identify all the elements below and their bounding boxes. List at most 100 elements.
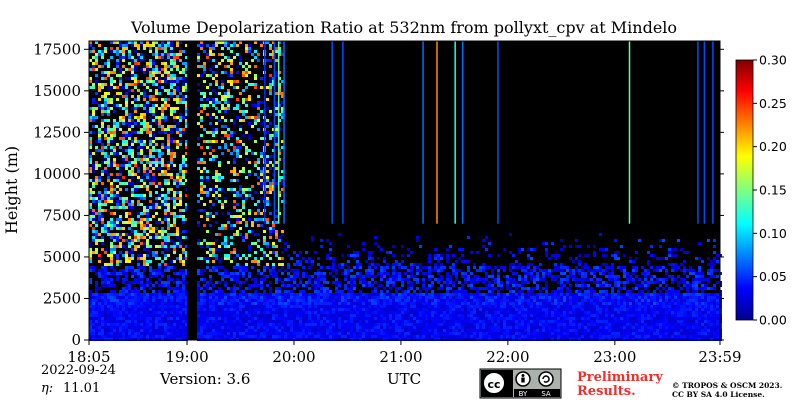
heatmap-cell <box>407 284 410 287</box>
heatmap-cell <box>269 227 272 230</box>
heatmap-cell <box>137 293 140 296</box>
heatmap-cell <box>224 110 227 113</box>
heatmap-cell <box>371 278 374 281</box>
heatmap-cell <box>164 311 167 314</box>
heatmap-cell <box>431 317 434 320</box>
heatmap-cell <box>245 320 248 323</box>
heatmap-cell <box>149 236 152 239</box>
heatmap-cell <box>104 152 107 155</box>
heatmap-cell <box>128 335 131 338</box>
heatmap-cell <box>236 266 239 269</box>
heatmap-cell <box>149 302 152 305</box>
heatmap-cell <box>425 302 428 305</box>
heatmap-cell <box>368 257 371 260</box>
heatmap-cell <box>221 95 224 98</box>
heatmap-cell <box>269 80 272 83</box>
heatmap-cell <box>260 335 263 338</box>
heatmap-cell <box>362 248 365 251</box>
heatmap-cell <box>107 314 110 317</box>
heatmap-cell <box>281 101 284 104</box>
heatmap-cell <box>479 293 482 296</box>
heatmap-cell <box>101 248 104 251</box>
heatmap-cell <box>110 314 113 317</box>
heatmap-cell <box>320 299 323 302</box>
heatmap-cell <box>200 311 203 314</box>
heatmap-cell <box>104 275 107 278</box>
heatmap-cell <box>410 305 413 308</box>
heatmap-cell <box>92 335 95 338</box>
heatmap-cell <box>101 74 104 77</box>
heatmap-cell <box>131 95 134 98</box>
heatmap-cell <box>95 83 98 86</box>
heatmap-cell <box>227 245 230 248</box>
heatmap-cell <box>176 68 179 71</box>
heatmap-cell <box>179 134 182 137</box>
heatmap-cell <box>350 254 353 257</box>
heatmap-cell <box>383 305 386 308</box>
heatmap-cell <box>155 104 158 107</box>
heatmap-cell <box>167 323 170 326</box>
heatmap-cell <box>404 299 407 302</box>
heatmap-cell <box>254 41 257 44</box>
heatmap-cell <box>107 179 110 182</box>
heatmap-cell <box>134 164 137 167</box>
heatmap-cell <box>173 305 176 308</box>
heatmap-cell <box>269 155 272 158</box>
heatmap-cell <box>158 269 161 272</box>
heatmap-cell <box>107 89 110 92</box>
heatmap-cell <box>206 56 209 59</box>
heatmap-cell <box>359 305 362 308</box>
heatmap-cell <box>137 257 140 260</box>
heatmap-cell <box>374 308 377 311</box>
heatmap-cell <box>116 311 119 314</box>
heatmap-cell <box>449 245 452 248</box>
heatmap-cell <box>260 314 263 317</box>
heatmap-cell <box>482 281 485 284</box>
heatmap-cell <box>392 281 395 284</box>
heatmap-cell <box>227 311 230 314</box>
heatmap-cell <box>140 314 143 317</box>
heatmap-cell <box>155 161 158 164</box>
heatmap-cell <box>101 311 104 314</box>
heatmap-cell <box>197 311 200 314</box>
heatmap-cell <box>242 236 245 239</box>
heatmap-cell <box>281 305 284 308</box>
heatmap-cell <box>98 179 101 182</box>
heatmap-cell <box>311 299 314 302</box>
heatmap-cell <box>116 47 119 50</box>
heatmap-cell <box>131 113 134 116</box>
heatmap-cell <box>104 188 107 191</box>
heatmap-cell <box>131 59 134 62</box>
heatmap-cell <box>335 326 338 329</box>
heatmap-cell <box>134 308 137 311</box>
heatmap-cell <box>440 275 443 278</box>
heatmap-cell <box>332 257 335 260</box>
heatmap-cell <box>398 272 401 275</box>
heatmap-cell <box>158 158 161 161</box>
heatmap-cell <box>356 305 359 308</box>
heatmap-cell <box>173 218 176 221</box>
heatmap-cell <box>287 311 290 314</box>
heatmap-cell <box>434 305 437 308</box>
heatmap-cell <box>137 98 140 101</box>
heatmap-cell <box>404 308 407 311</box>
heatmap-cell <box>113 86 116 89</box>
heatmap-cell <box>452 323 455 326</box>
heatmap-cell <box>353 323 356 326</box>
heatmap-cell <box>131 71 134 74</box>
heatmap-cell <box>464 320 467 323</box>
heatmap-cell <box>167 227 170 230</box>
heatmap-cell <box>236 155 239 158</box>
heatmap-cell <box>125 254 128 257</box>
heatmap-cell <box>206 176 209 179</box>
heatmap-cell <box>170 296 173 299</box>
heatmap-cell <box>356 329 359 332</box>
heatmap-cell <box>221 272 224 275</box>
heatmap-cell <box>134 68 137 71</box>
heatmap-cell <box>281 80 284 83</box>
heatmap-cell <box>212 326 215 329</box>
heatmap-cell <box>155 323 158 326</box>
heatmap-cell <box>146 77 149 80</box>
heatmap-cell <box>446 257 449 260</box>
heatmap-cell <box>146 158 149 161</box>
